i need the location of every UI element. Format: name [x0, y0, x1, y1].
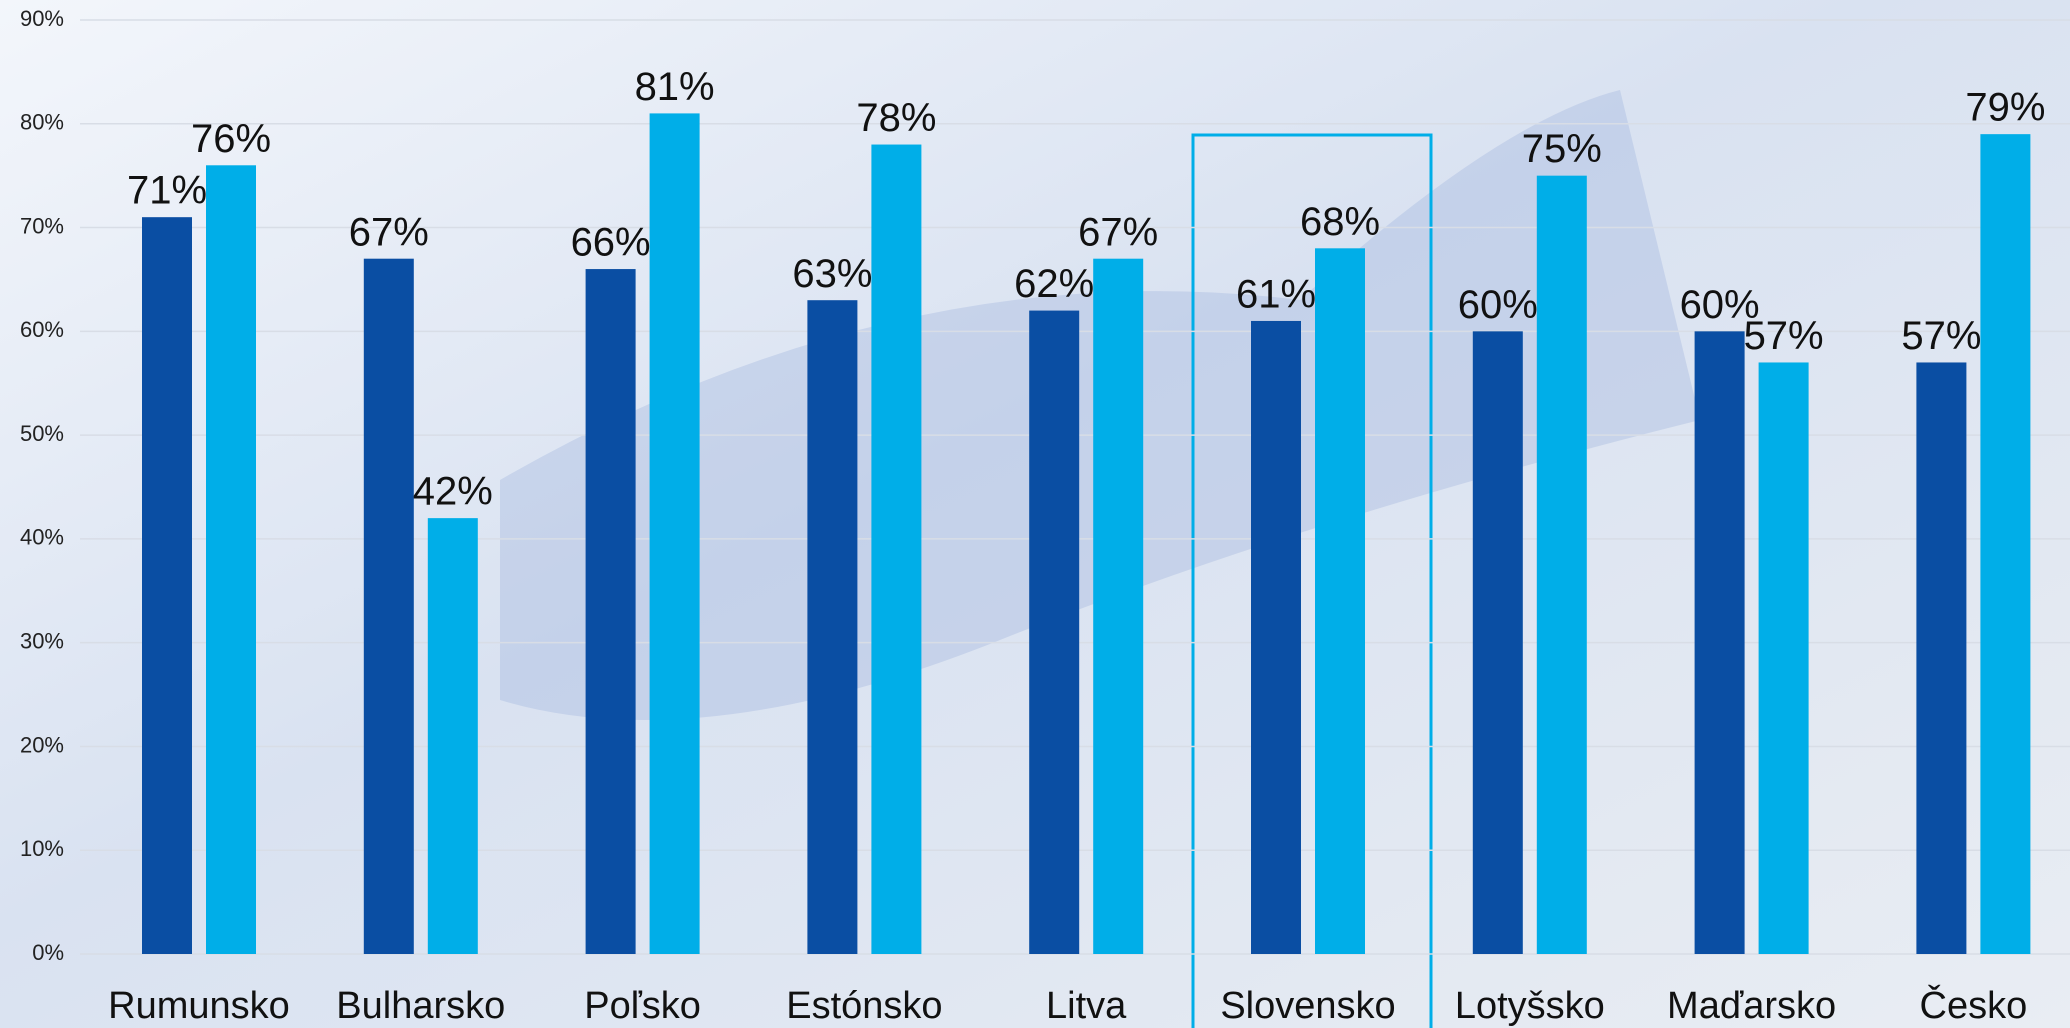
value-label: 68%	[1300, 200, 1380, 244]
bar	[1473, 331, 1523, 954]
x-tick-label: Lotyšsko	[1455, 985, 1605, 1027]
bar	[428, 518, 478, 954]
bar	[1537, 176, 1587, 954]
y-tick-label: 80%	[20, 110, 64, 135]
y-tick-label: 40%	[20, 525, 64, 550]
chart: 0% 10% 20% 30% 40% 50% 60% 70% 80% 90% Rumunsko 71%…	[0, 0, 2070, 1028]
value-label: 62%	[1014, 262, 1094, 306]
bar	[1029, 311, 1079, 954]
value-label: 57%	[1901, 314, 1981, 358]
value-label: 67%	[349, 210, 429, 254]
y-tick-label: 90%	[20, 6, 64, 31]
value-label: 76%	[191, 117, 271, 161]
page: {"chart_data": {"type": "bar", "categori…	[0, 0, 2070, 1028]
value-label: 78%	[856, 96, 936, 140]
y-tick-label: 50%	[20, 421, 64, 446]
bar	[1315, 248, 1365, 954]
value-label: 66%	[571, 221, 651, 265]
y-tick-label: 70%	[20, 213, 64, 238]
x-tick-label: Maďarsko	[1667, 985, 1836, 1027]
bar	[1916, 362, 1966, 954]
bar	[650, 113, 700, 954]
value-label: 60%	[1458, 283, 1538, 327]
y-tick-label: 20%	[20, 732, 64, 757]
bar	[206, 165, 256, 954]
y-tick-label: 30%	[20, 628, 64, 653]
x-tick-label: Slovensko	[1220, 985, 1395, 1027]
x-tick-label: Poľsko	[584, 985, 701, 1027]
bar	[142, 217, 192, 954]
value-label: 67%	[1078, 210, 1158, 254]
bar	[807, 300, 857, 954]
bar	[1759, 362, 1809, 954]
value-label: 71%	[127, 169, 207, 213]
value-label: 79%	[1965, 86, 2045, 130]
bar	[364, 259, 414, 954]
bar	[1093, 259, 1143, 954]
y-tick-label: 10%	[20, 836, 64, 861]
x-tick-label: Estónsko	[786, 985, 942, 1027]
x-tick-label: Rumunsko	[108, 985, 290, 1027]
value-label: 61%	[1236, 273, 1316, 317]
bar	[1251, 321, 1301, 954]
value-label: 75%	[1522, 127, 1602, 171]
value-label: 57%	[1744, 314, 1824, 358]
x-tick-label: Česko	[1920, 983, 2028, 1027]
value-label: 81%	[635, 65, 715, 109]
bar	[1980, 134, 2030, 954]
value-label: 63%	[792, 252, 872, 296]
y-tick-label: 0%	[32, 940, 64, 965]
x-tick-label: Bulharsko	[336, 985, 505, 1027]
bar	[586, 269, 636, 954]
x-tick-label: Litva	[1046, 985, 1127, 1027]
y-tick-label: 60%	[20, 317, 64, 342]
value-label: 42%	[413, 470, 493, 514]
bar	[871, 145, 921, 954]
bar	[1695, 331, 1745, 954]
